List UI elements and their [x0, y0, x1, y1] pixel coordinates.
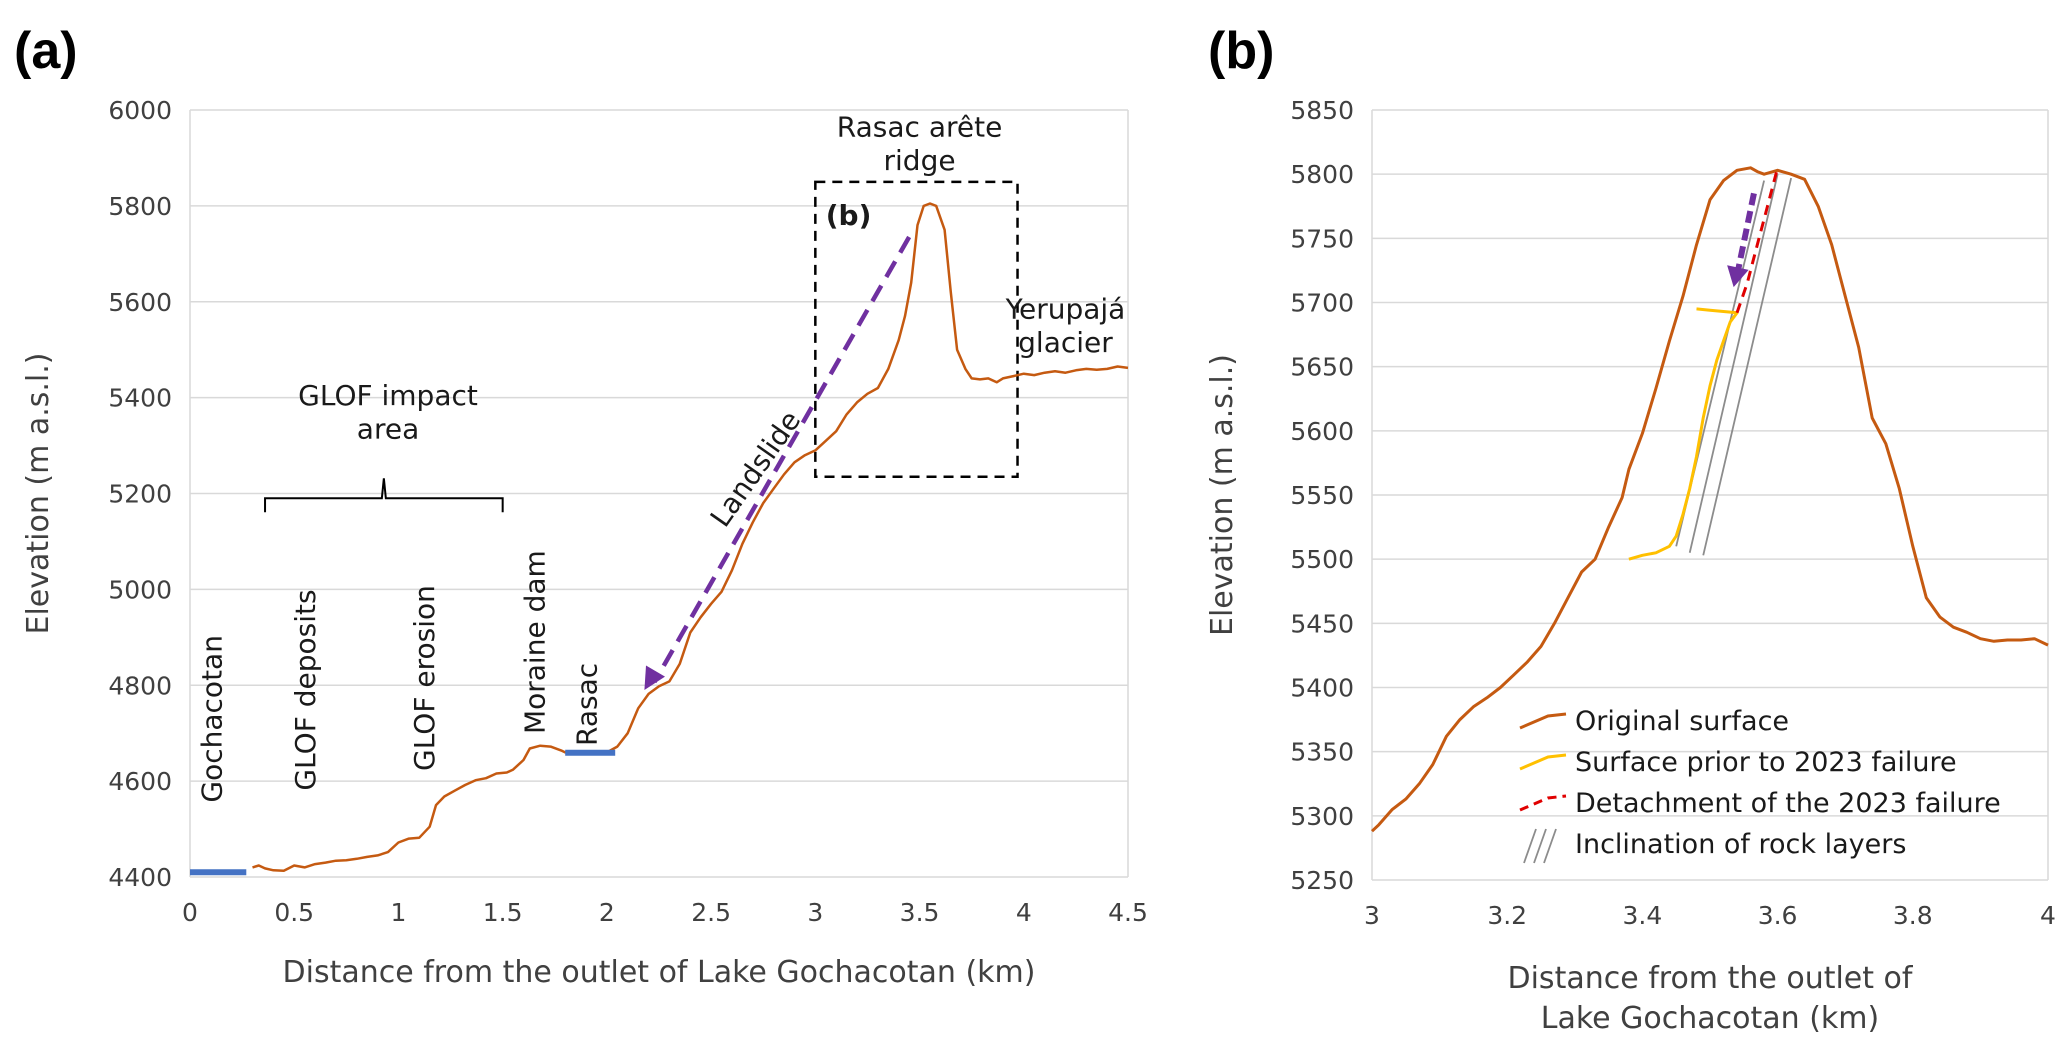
b-x-axis-label-line2: Lake Gochacotan (km): [1541, 1001, 1879, 1036]
legend-entry: Surface prior to 2023 failure: [1575, 747, 1957, 778]
b-y-tick-label: 5600: [1290, 417, 1354, 446]
chart-a: 4400 4600 4800 5000 5200 5400 5600 5800 6000 0 0.5…: [21, 96, 1148, 990]
legend-entry: Original surface: [1575, 706, 1789, 737]
a-annotation: Yerupajá: [1005, 293, 1126, 326]
legend-rock-swatch: [1523, 828, 1537, 864]
a-x-tick-label: 0: [182, 898, 198, 927]
a-y-tick-label: 5000: [108, 575, 172, 604]
a-annotation: ridge: [884, 144, 956, 177]
panel-label-b: (b): [1208, 22, 1274, 80]
b-landslide-arrowhead: [1727, 265, 1749, 288]
b-y-tick-label: 5800: [1290, 160, 1354, 189]
a-x-tick-label: 1: [390, 898, 406, 927]
a-annotation: area: [357, 412, 419, 445]
glof-impact-brace: [264, 478, 504, 513]
b-prior-surface-line: [1628, 307, 1739, 561]
a-y-tick-label: 6000: [108, 96, 172, 125]
a-x-tick-label: 4: [1016, 898, 1032, 927]
b-rock-layer-line: [1702, 177, 1792, 556]
b-y-tick-label: 5850: [1290, 96, 1354, 125]
a-x-tick-label: 0.5: [274, 898, 314, 927]
b-x-tick-label: 4: [2040, 901, 2056, 930]
b-x-tick-label: 3.6: [1758, 901, 1798, 930]
b-y-tick-label: 5250: [1290, 866, 1354, 895]
a-x-tick-label: 1.5: [483, 898, 523, 927]
chart-b: 5250 5300 5350 5400 5450 5500 5550 5600 5650 5700…: [1205, 96, 2056, 1036]
legend-prior-swatch: [1519, 753, 1567, 771]
b-y-tick-label: 5550: [1290, 481, 1354, 510]
legend-original-swatch: [1519, 712, 1567, 730]
b-y-axis-label: Elevation (m a.s.l.): [1205, 354, 1240, 636]
b-x-axis-label: Distance from the outlet of: [1508, 961, 1914, 996]
b-legend: Original surface Surface prior to 2023 fa…: [1519, 706, 2001, 864]
a-elevation-profile-line: [252, 202, 1129, 873]
a-annotation: Gochacotan: [195, 635, 228, 803]
a-annotation: GLOF erosion: [408, 585, 441, 771]
a-annotation: Landslide: [704, 405, 808, 533]
b-rock-layer-line: [1688, 173, 1779, 553]
b-y-tick-label: 5650: [1290, 353, 1354, 382]
b-detachment-line: [1735, 167, 1780, 314]
a-y-tick-label: 4600: [108, 767, 172, 796]
b-y-tick-label: 5750: [1290, 224, 1354, 253]
legend-detachment-swatch: [1519, 794, 1567, 812]
b-y-tick-label: 5700: [1290, 289, 1354, 318]
landslide-arrow: [652, 235, 912, 684]
a-x-tick-label: 3.5: [900, 898, 940, 927]
a-annotation: (b): [826, 199, 872, 232]
a-annotation: Rasac arête: [837, 110, 1003, 143]
b-y-tick-label: 5400: [1290, 674, 1354, 703]
legend-rock-swatch: [1533, 828, 1547, 864]
b-y-tick-label: 5500: [1290, 545, 1354, 574]
detail-box: [814, 180, 1019, 478]
a-y-tick-label: 4400: [108, 863, 172, 892]
a-y-tick-label: 5600: [108, 288, 172, 317]
b-original-surface-line: [1370, 166, 2049, 833]
b-x-tick-label: 3.4: [1623, 901, 1663, 930]
a-y-tick-label: 5400: [108, 384, 172, 413]
a-x-tick-label: 3: [807, 898, 823, 927]
a-x-axis-label: Distance from the outlet of Lake Gochaco…: [283, 955, 1036, 990]
a-annotation: glacier: [1018, 326, 1113, 359]
a-annotation: GLOF deposits: [289, 589, 322, 790]
a-y-tick-label: 5800: [108, 192, 172, 221]
a-annotation: Rasac: [570, 663, 603, 746]
legend-entry: Inclination of rock layers: [1575, 829, 1906, 860]
a-y-tick-label: 4800: [108, 671, 172, 700]
a-x-tick-label: 2: [599, 898, 615, 927]
b-x-tick-label: 3: [1364, 901, 1380, 930]
a-x-tick-label: 2.5: [691, 898, 731, 927]
b-y-tick-label: 5450: [1290, 609, 1354, 638]
a-x-tick-label: 4.5: [1108, 898, 1148, 927]
a-y-tick-label: 5200: [108, 480, 172, 509]
legend-entry: Detachment of the 2023 failure: [1575, 788, 2001, 819]
a-y-axis-label: Elevation (m a.s.l.): [21, 352, 56, 634]
b-y-tick-label: 5350: [1290, 738, 1354, 767]
landslide-arrowhead: [644, 665, 666, 691]
b-landslide-arrow: [1733, 192, 1757, 278]
panel-label-a: (a): [14, 22, 78, 80]
b-x-tick-label: 3.2: [1487, 901, 1527, 930]
b-x-tick-label: 3.8: [1893, 901, 1933, 930]
b-y-tick-label: 5300: [1290, 802, 1354, 831]
a-annotation: GLOF impact: [298, 379, 478, 412]
legend-rock-swatch: [1543, 828, 1557, 864]
a-annotation: Moraine dam: [518, 550, 551, 734]
